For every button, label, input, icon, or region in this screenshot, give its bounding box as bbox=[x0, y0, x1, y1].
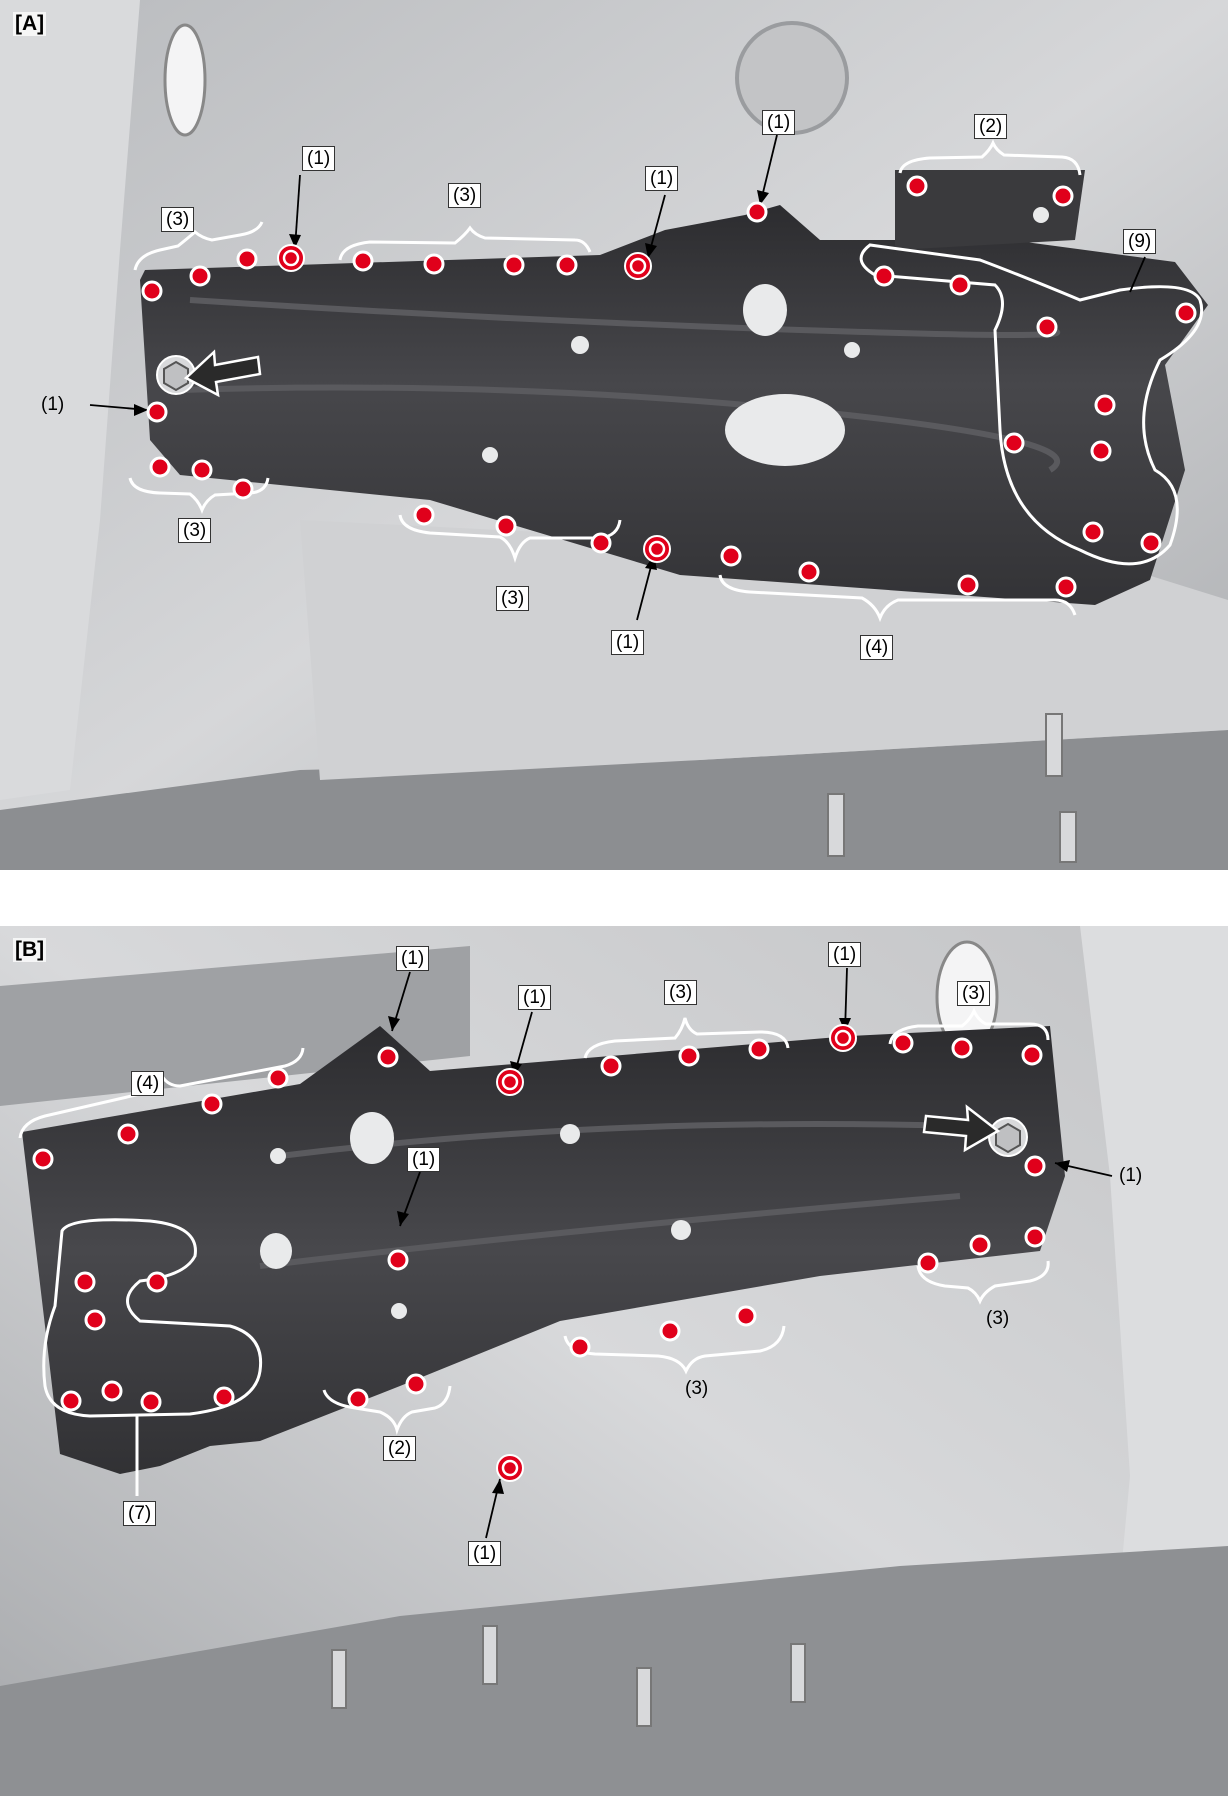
callout-label: (1) bbox=[762, 110, 796, 135]
panel-b-drawing bbox=[0, 926, 1228, 1796]
callout-label: (1) bbox=[468, 1541, 502, 1566]
callout-label: (7) bbox=[123, 1501, 157, 1526]
callout-label: (1) bbox=[302, 146, 336, 171]
callout-label: (2) bbox=[974, 114, 1008, 139]
floor-studs bbox=[827, 713, 1077, 863]
ringed-weld-spots bbox=[496, 1024, 857, 1482]
callout-label: (1) bbox=[611, 630, 645, 655]
leader-arrowheads bbox=[134, 190, 769, 570]
oval-hole bbox=[163, 23, 207, 137]
weld-spots bbox=[32, 1032, 1046, 1413]
callout-label: (1) bbox=[645, 166, 679, 191]
callout-label: (1) bbox=[1119, 1165, 1143, 1186]
pillar-shape bbox=[0, 0, 140, 800]
panel-label: [B] bbox=[13, 938, 47, 962]
arrow-icon bbox=[183, 349, 262, 398]
callout-label: (1) bbox=[407, 1147, 441, 1172]
reinforcement-panel bbox=[140, 205, 1208, 605]
part-holes bbox=[482, 207, 1049, 466]
callout-label: (3) bbox=[448, 183, 482, 208]
nut-icon bbox=[156, 355, 196, 395]
callout-label: (3) bbox=[496, 586, 530, 611]
callout-label: (1) bbox=[828, 942, 862, 967]
group-brackets bbox=[128, 139, 1082, 623]
callout-label: (3) bbox=[986, 1308, 1010, 1329]
callout-label: (4) bbox=[860, 635, 894, 660]
callout-label: (9) bbox=[1123, 229, 1157, 254]
ringed-weld-spots bbox=[277, 244, 671, 563]
region-outline-9 bbox=[859, 243, 1204, 566]
callout-label: (4) bbox=[131, 1071, 165, 1096]
callout-label: (3) bbox=[664, 980, 698, 1005]
weld-spots bbox=[141, 175, 1197, 598]
part-holes bbox=[260, 1112, 691, 1319]
callout-label: (2) bbox=[383, 1436, 417, 1461]
diagram-panel-b: [B] (1) (1) (3) (1) (3) (4) (1) (1) (3) … bbox=[0, 926, 1228, 1796]
panel-label: [A] bbox=[13, 12, 47, 36]
region-outline-7 bbox=[42, 1218, 263, 1418]
callout-label: (3) bbox=[161, 207, 195, 232]
callout-label: (1) bbox=[396, 946, 430, 971]
diagram-panel-a: [A] (1) (3) (3) (1) (1) (2) (9) (1) (3) … bbox=[0, 0, 1228, 870]
callout-label: (3) bbox=[178, 518, 212, 543]
callout-label: (3) bbox=[685, 1378, 709, 1399]
floor-studs bbox=[331, 1625, 806, 1727]
floor-shape bbox=[0, 1546, 1228, 1796]
nut-icon bbox=[988, 1117, 1028, 1157]
arrow-icon bbox=[922, 1104, 1001, 1153]
callout-label: (1) bbox=[41, 394, 65, 415]
reinforcement-panel bbox=[22, 1026, 1065, 1474]
floor-shape bbox=[0, 730, 1228, 870]
bracket-tab bbox=[895, 170, 1085, 250]
callout-label: (1) bbox=[518, 985, 552, 1010]
callout-label: (3) bbox=[957, 981, 991, 1006]
panel-a-drawing bbox=[0, 0, 1228, 870]
